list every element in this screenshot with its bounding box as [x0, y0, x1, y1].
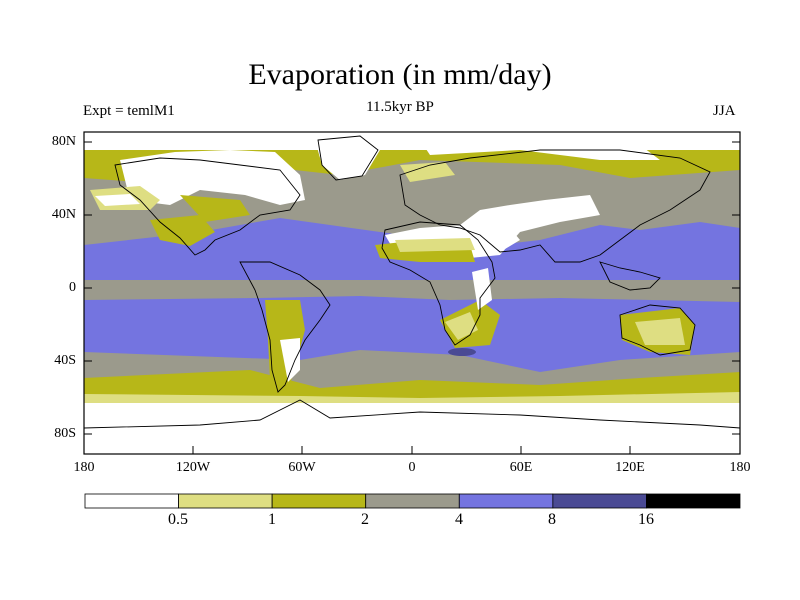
colorbar-label: 1 — [268, 511, 276, 528]
south-america-coast — [239, 261, 331, 393]
colorbar — [84, 493, 741, 509]
subtropical-ocean-band-south — [84, 296, 740, 372]
western-us-band — [180, 195, 250, 222]
y-tick-label: 0 — [69, 280, 76, 295]
africa-coast — [381, 221, 496, 346]
y-tick-label: 40S — [54, 353, 76, 368]
colorbar-swatch — [365, 493, 460, 509]
sahel-pale-band — [395, 238, 475, 252]
y-axis-ticks — [84, 141, 740, 435]
europe-pale-patch — [400, 162, 455, 182]
colorbar-swatch — [271, 493, 367, 509]
map-field — [84, 132, 740, 454]
x-tick-label: 0 — [408, 460, 416, 475]
x-tick-label: 180 — [73, 460, 95, 475]
colorbar-swatch — [178, 493, 273, 509]
experiment-label: Expt = temlM1 — [83, 103, 175, 119]
x-tick-label: 120W — [175, 460, 211, 475]
north-america-dry-region — [120, 150, 305, 205]
tibet-dry-region — [555, 198, 595, 220]
kalahari-pale — [445, 312, 478, 340]
season-label: JJA — [713, 103, 736, 119]
northern-eurasia-dry-region — [420, 138, 660, 160]
colorbar-swatch — [458, 493, 554, 509]
colorbar-label: 2 — [361, 511, 369, 528]
equatorial-strip — [84, 280, 740, 292]
eurasia-coast — [399, 149, 711, 263]
period-subtitle: 11.5kyr BP — [366, 99, 434, 115]
north-america-coast — [114, 157, 301, 256]
patagonia-dry — [280, 338, 300, 382]
greenland-coast — [317, 135, 379, 181]
x-axis-ticks — [83, 446, 741, 454]
north-pacific-dry-patch — [95, 194, 140, 206]
y-tick-label: 80N — [51, 134, 76, 149]
x-tick-label: 180 — [729, 460, 751, 475]
y-tick-label: 40N — [51, 207, 76, 222]
colorbar-label: 0.5 — [168, 511, 188, 528]
x-tick-label: 60W — [288, 460, 316, 475]
agulhas-high-evaporation — [448, 348, 476, 356]
australia-coast — [619, 304, 696, 356]
plot-title: Evaporation (in mm/day) — [248, 58, 552, 91]
antarctica-coast — [84, 399, 740, 429]
y-tick-label: 80S — [54, 426, 76, 441]
colorbar-swatch — [84, 493, 179, 509]
greenland-dry-region — [315, 135, 380, 180]
colorbar-label: 4 — [455, 511, 463, 528]
arabian-peninsula-dry — [480, 222, 520, 252]
x-tick-label: 120E — [615, 460, 645, 475]
colorbar-label: 16 — [638, 511, 654, 528]
antarctica-region — [84, 403, 740, 454]
colorbar-swatch — [552, 493, 647, 509]
mexico-semi-arid — [150, 215, 215, 246]
colorbar-swatch — [646, 493, 741, 509]
colorbar-label: 8 — [548, 511, 556, 528]
east-africa-dry — [472, 268, 492, 310]
maritime-continent-coast — [599, 261, 661, 291]
x-tick-label: 60E — [509, 460, 533, 475]
australia-pale-region — [635, 318, 685, 345]
coastlines — [84, 135, 740, 429]
